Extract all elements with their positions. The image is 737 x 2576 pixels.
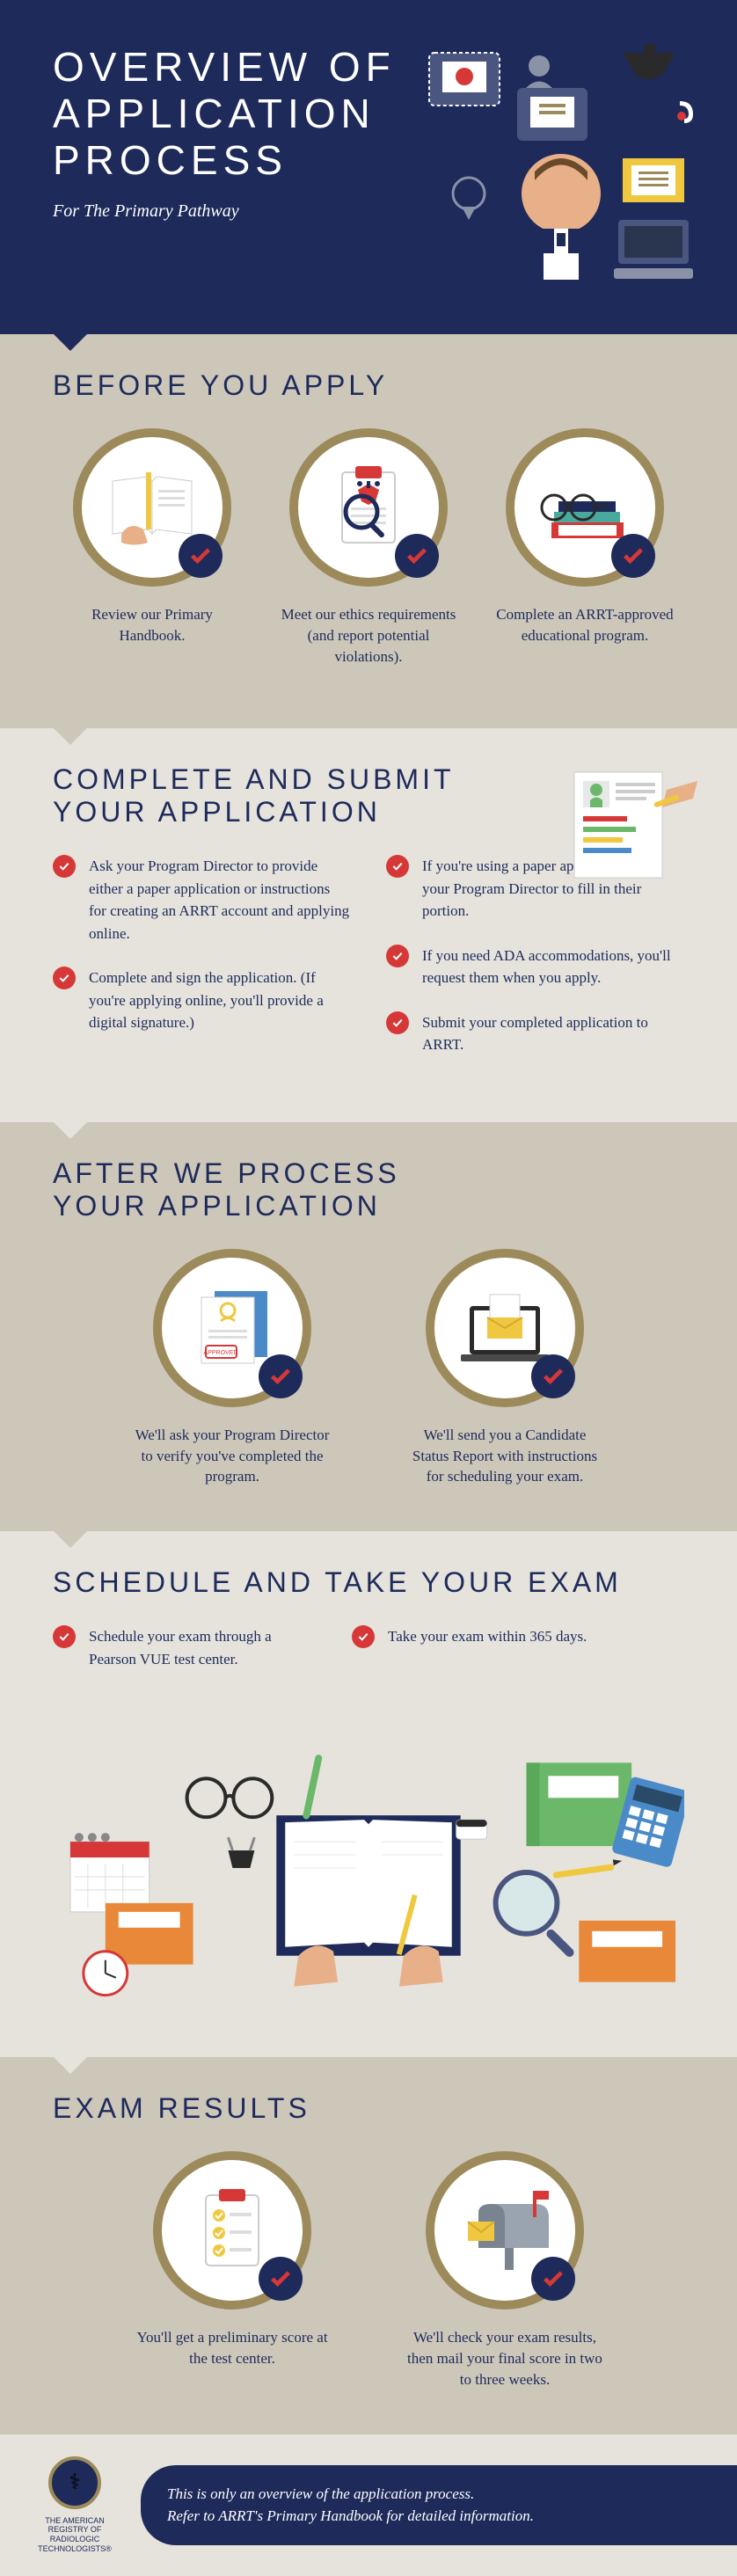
check-badge bbox=[611, 534, 655, 578]
check-icon bbox=[386, 855, 409, 878]
section-results: EXAM RESULTS You'll get a bbox=[0, 2057, 737, 2434]
section-title: BEFORE YOU APPLY bbox=[53, 369, 684, 402]
check-icon bbox=[386, 945, 409, 967]
logo-text: THE AMERICAN REGISTRY OF RADIOLOGIC TECH… bbox=[35, 2516, 114, 2554]
section-title: COMPLETE AND SUBMIT YOUR APPLICATION bbox=[53, 763, 493, 828]
check-icon bbox=[53, 967, 76, 989]
check-badge bbox=[179, 534, 223, 578]
section-before-apply: BEFORE YOU APPLY Review our Primary Ha bbox=[0, 334, 737, 728]
check-text: Complete and sign the application. (If y… bbox=[89, 967, 351, 1034]
check-icon bbox=[386, 1011, 409, 1034]
section-title: SCHEDULE AND TAKE YOUR EXAM bbox=[53, 1566, 684, 1599]
section-submit: COMPLETE AND SUBMIT YOUR APPLICATION Ask… bbox=[0, 728, 737, 1122]
caption: You'll get a preliminary score at the te… bbox=[122, 2327, 342, 2369]
check-badge bbox=[531, 2257, 575, 2301]
process-item: APPROVED We'll ask your Program Director… bbox=[122, 1249, 342, 1487]
check-text: Ask your Program Director to provide eit… bbox=[89, 855, 351, 945]
form-illustration bbox=[561, 763, 702, 887]
check-badge bbox=[259, 2257, 303, 2301]
section-process: AFTER WE PROCESS YOUR APPLICATION APPROV… bbox=[0, 1122, 737, 1531]
checklist-item: Ask your Program Director to provide eit… bbox=[53, 855, 351, 945]
desk-illustration bbox=[53, 1727, 684, 2009]
process-item: We'll send you a Candidate Status Report… bbox=[395, 1249, 615, 1487]
section-title: AFTER WE PROCESS YOUR APPLICATION bbox=[53, 1157, 493, 1222]
caption: Meet our ethics requirements (and report… bbox=[269, 604, 468, 667]
section-schedule: SCHEDULE AND TAKE YOUR EXAM Schedule you… bbox=[0, 1531, 737, 2057]
header-illustration bbox=[420, 35, 702, 299]
section-title: EXAM RESULTS bbox=[53, 2092, 684, 2125]
check-text: Take your exam within 365 days. bbox=[388, 1625, 587, 1670]
check-icon bbox=[53, 855, 76, 878]
score-icon bbox=[153, 2151, 311, 2310]
results-item: You'll get a preliminary score at the te… bbox=[122, 2151, 342, 2390]
check-badge bbox=[395, 534, 439, 578]
before-item: Complete an ARRT-approved educational pr… bbox=[485, 428, 684, 667]
arrt-logo: ⚕ THE AMERICAN REGISTRY OF RADIOLOGIC TE… bbox=[35, 2456, 114, 2554]
ethics-icon bbox=[289, 428, 448, 587]
check-badge bbox=[259, 1354, 303, 1398]
verify-icon: APPROVED bbox=[153, 1249, 311, 1407]
footer: ⚕ THE AMERICAN REGISTRY OF RADIOLOGIC TE… bbox=[0, 2434, 737, 2576]
svg-text:APPROVED: APPROVED bbox=[204, 1350, 238, 1356]
laptop-mail-icon bbox=[426, 1249, 584, 1407]
check-icon bbox=[352, 1625, 375, 1648]
before-item: Meet our ethics requirements (and report… bbox=[269, 428, 468, 667]
footer-banner: This is only an overview of the applicat… bbox=[141, 2465, 737, 2545]
mailbox-icon bbox=[426, 2151, 584, 2310]
caption: Review our Primary Handbook. bbox=[53, 604, 252, 646]
checklist-item: Schedule your exam through a Pearson VUE… bbox=[53, 1625, 299, 1670]
education-icon bbox=[506, 428, 664, 587]
check-text: Schedule your exam through a Pearson VUE… bbox=[89, 1625, 299, 1670]
checklist-item: If you need ADA accommodations, you'll r… bbox=[386, 945, 684, 989]
footer-line: This is only an overview of the applicat… bbox=[167, 2483, 711, 2506]
check-text: If you need ADA accommodations, you'll r… bbox=[422, 945, 684, 989]
checklist-item: Take your exam within 365 days. bbox=[352, 1625, 587, 1670]
caption: We'll check your exam results, then mail… bbox=[395, 2327, 615, 2390]
header: OVERVIEW OF APPLICATION PROCESS For The … bbox=[0, 0, 737, 334]
caption: We'll send you a Candidate Status Report… bbox=[395, 1425, 615, 1487]
caption: We'll ask your Program Director to verif… bbox=[122, 1425, 342, 1487]
footer-line: Refer to ARRT's Primary Handbook for det… bbox=[167, 2505, 711, 2528]
caption: Complete an ARRT-approved educational pr… bbox=[485, 604, 684, 646]
checklist-item: Submit your completed application to ARR… bbox=[386, 1011, 684, 1056]
check-icon bbox=[53, 1625, 76, 1648]
check-text: Submit your completed application to ARR… bbox=[422, 1011, 684, 1056]
before-item: Review our Primary Handbook. bbox=[53, 428, 252, 667]
check-badge bbox=[531, 1354, 575, 1398]
handbook-icon bbox=[73, 428, 231, 587]
checklist-item: Complete and sign the application. (If y… bbox=[53, 967, 351, 1034]
results-item: We'll check your exam results, then mail… bbox=[395, 2151, 615, 2390]
